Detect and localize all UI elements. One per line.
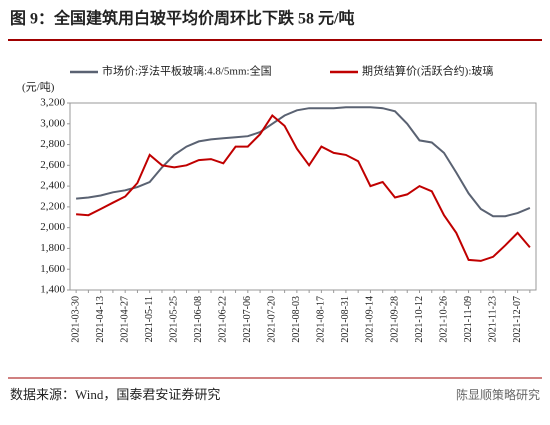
x-tick-label: 2021-04-13 xyxy=(95,296,106,343)
series-line xyxy=(76,106,531,218)
x-tick-label: 2021-09-14 xyxy=(365,296,376,343)
y-tick-label: 2,000 xyxy=(40,221,65,233)
x-tick-label: 2021-05-25 xyxy=(169,296,180,343)
y-tick-label: 2,600 xyxy=(40,159,65,171)
y-tick-label: 2,400 xyxy=(40,180,65,192)
x-tick-label: 2021-08-03 xyxy=(291,296,302,343)
x-tick-label: 2021-10-12 xyxy=(414,296,425,343)
x-tick-label: 2021-09-28 xyxy=(389,296,400,343)
x-tick-label: 2021-05-11 xyxy=(144,296,155,342)
x-tick-label: 2021-11-09 xyxy=(463,296,474,342)
source-note: 数据来源：Wind，国泰君安证券研究 xyxy=(10,387,220,402)
y-tick-label: 1,800 xyxy=(40,242,65,254)
x-tick-label: 2021-07-20 xyxy=(267,296,278,343)
series-line xyxy=(76,114,531,262)
x-tick-label: 2021-12-07 xyxy=(512,296,523,343)
x-tick-label: 2021-08-17 xyxy=(316,296,327,343)
y-tick-label: 1,400 xyxy=(40,284,65,296)
x-tick-label: 2021-04-27 xyxy=(119,296,130,343)
y-tick-label: 3,200 xyxy=(40,97,65,109)
x-tick-label: 2021-08-31 xyxy=(340,296,351,343)
y-tick-label: 2,200 xyxy=(40,200,65,212)
plot-frame xyxy=(69,102,537,291)
legend-label: 市场价:浮法平板玻璃:4.8/5mm:全国 xyxy=(102,64,272,78)
x-tick-label: 2021-06-08 xyxy=(193,296,204,343)
chart-title: 图 9：全国建筑用白玻平均价周环比下跌 58 元/吨 xyxy=(10,9,354,28)
x-tick-label: 2021-06-22 xyxy=(218,296,229,343)
legend-label: 期货结算价(活跃合约):玻璃 xyxy=(362,64,493,78)
x-tick-label: 2021-10-26 xyxy=(438,296,449,343)
watermark: 陈显顺策略研究 xyxy=(456,387,540,402)
y-tick-label: 1,600 xyxy=(40,263,65,275)
x-tick-label: 2021-11-23 xyxy=(487,296,498,342)
y-tick-label: 2,800 xyxy=(40,138,65,150)
y-tick-label: 3,000 xyxy=(40,117,65,129)
y-unit: (元/吨) xyxy=(22,81,55,94)
x-tick-label: 2021-07-06 xyxy=(242,296,253,343)
x-tick-label: 2021-03-30 xyxy=(70,296,81,343)
